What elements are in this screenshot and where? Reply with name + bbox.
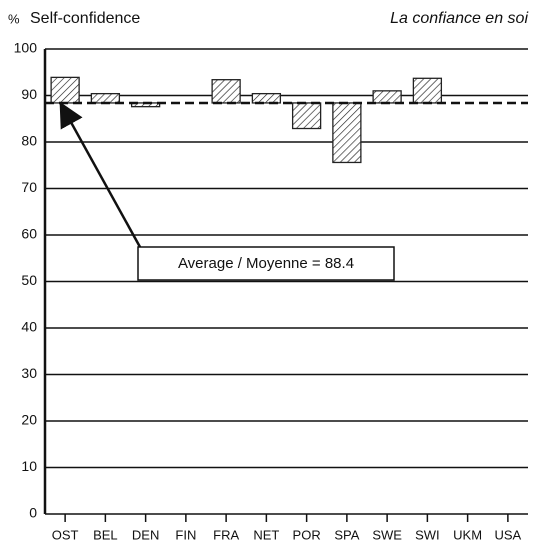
y-tick-label: 80	[21, 133, 37, 149]
y-tick-label: 30	[21, 365, 37, 381]
x-tick-label: FRA	[213, 527, 239, 542]
bar	[90, 92, 121, 104]
x-tick-label: BEL	[93, 527, 118, 542]
chart-subtitle: La confiance en soi	[390, 10, 528, 27]
annotation-box	[137, 246, 395, 281]
y-tick-label: 100	[14, 40, 38, 56]
x-tick-label: POR	[293, 527, 321, 542]
x-tick-label: SPA	[334, 527, 359, 542]
y-tick-label: 90	[21, 86, 37, 102]
y-tick-label: 20	[21, 412, 37, 428]
annotation: Average / Moyenne = 88.4	[178, 255, 354, 272]
bar	[251, 92, 282, 104]
y-tick-label: 70	[21, 179, 37, 195]
y-tick-label: 60	[21, 226, 37, 242]
x-tick-label: OST	[52, 527, 79, 542]
bar	[291, 102, 322, 130]
x-tick-label: UKM	[453, 527, 482, 542]
y-tick-label: 0	[29, 505, 37, 521]
x-tick-label: FIN	[175, 527, 196, 542]
x-tick-label: NET	[253, 527, 279, 542]
x-tick-label: SWI	[415, 527, 440, 542]
annotation-arrow	[59, 101, 142, 248]
bar	[372, 90, 402, 104]
bar	[50, 76, 80, 104]
x-tick-label: USA	[495, 527, 522, 542]
chart-title: Self-confidence	[30, 10, 140, 27]
bar	[332, 102, 362, 164]
bar	[211, 79, 241, 104]
bar	[412, 77, 443, 104]
y-tick-label: 50	[21, 272, 37, 288]
y-tick-label: 10	[21, 458, 37, 474]
x-tick-label: DEN	[132, 527, 159, 542]
y-tick-label: 40	[21, 319, 37, 335]
unit-label: %	[8, 11, 20, 26]
x-tick-label: SWE	[372, 527, 402, 542]
